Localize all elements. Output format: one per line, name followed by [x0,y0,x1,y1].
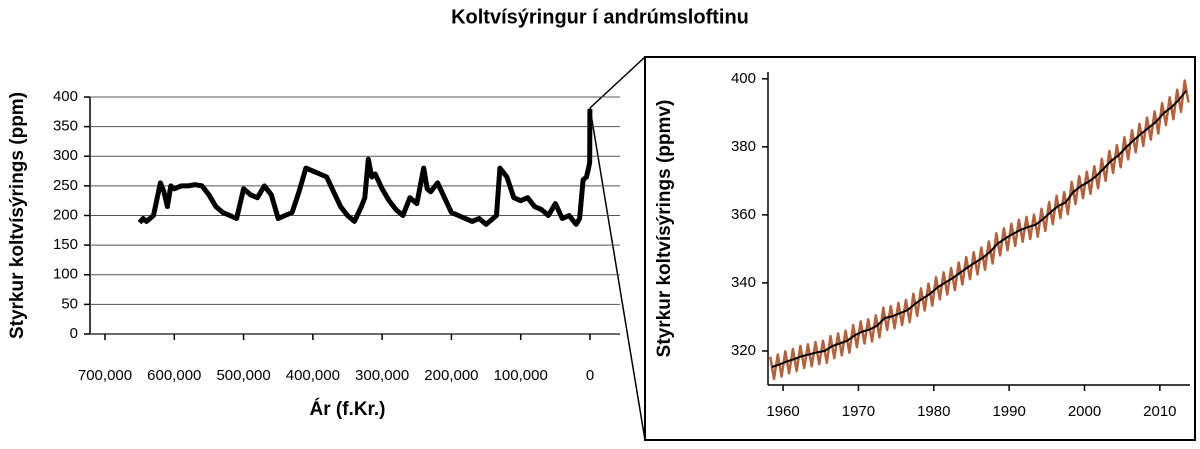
y-tick-label: 400 [53,88,78,105]
y-tick-label: 250 [53,177,78,194]
x-tick-label: 1970 [842,403,875,420]
y-tick-label: 50 [61,295,78,312]
line-series [769,79,1190,381]
y-tick-label: 200 [53,206,78,223]
y-tick-label: 300 [53,147,78,164]
y-axis-label: Styrkur koltvísýrings (ppmv) [654,100,675,358]
line-series [137,108,593,227]
y-tick-label: 0 [70,325,78,342]
y-tick-label: 360 [731,206,756,223]
zoom-frame [644,56,1196,441]
x-tick-label: 700,000 [78,367,132,384]
x-tick-label: 0 [586,367,594,384]
y-axis-label: Styrkur koltvísýrings (ppm) [7,92,28,339]
y-tick-label: 100 [53,266,78,283]
x-tick-label: 100,000 [494,367,548,384]
x-tick-label: 500,000 [216,367,270,384]
y-tick-label: 380 [731,138,756,155]
zoom-line [589,107,646,441]
zoom-line [589,56,646,109]
x-tick-label: 1990 [992,403,1025,420]
y-tick-label: 150 [53,236,78,253]
x-axis-label: Ár (f.Kr.) [310,398,386,420]
x-tick-label: 400,000 [286,367,340,384]
x-tick-label: 200,000 [424,367,478,384]
line-series [771,90,1187,368]
y-tick-label: 340 [731,274,756,291]
x-tick-label: 1960 [766,403,799,420]
x-tick-label: 600,000 [147,367,201,384]
x-tick-label: 1980 [917,403,950,420]
y-tick-label: 320 [731,342,756,359]
chart-title: Koltvísýringur í andrúmsloftinu [451,6,749,28]
y-tick-label: 400 [731,70,756,87]
x-tick-label: 300,000 [355,367,409,384]
x-tick-label: 2010 [1143,403,1176,420]
y-tick-label: 350 [53,118,78,135]
x-tick-label: 2000 [1068,403,1101,420]
